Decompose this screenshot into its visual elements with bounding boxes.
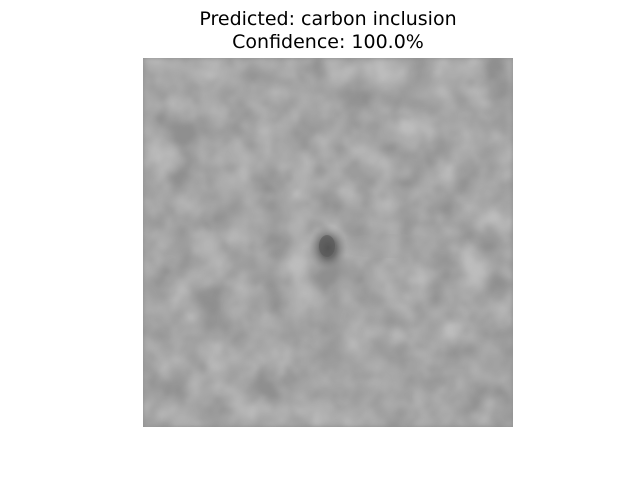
bright-streak	[331, 234, 451, 258]
figure-title: Predicted: carbon inclusion Confidence: …	[0, 8, 640, 54]
defect-image-svg	[143, 58, 513, 427]
confidence-label: Confidence: 100.0%	[232, 31, 424, 53]
predicted-class-label: Predicted: carbon inclusion	[199, 8, 457, 30]
carbon-inclusion-core	[319, 235, 335, 257]
grayscale-defect-image	[143, 58, 513, 427]
